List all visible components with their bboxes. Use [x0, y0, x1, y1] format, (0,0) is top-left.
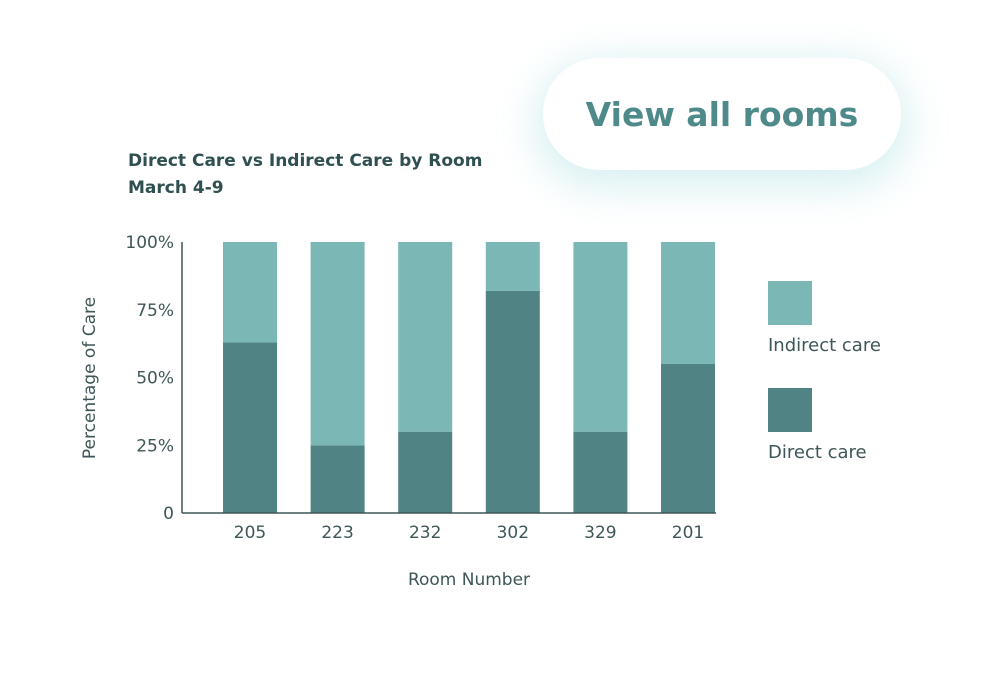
axes-group [181, 242, 716, 514]
bar-direct-223 [310, 445, 365, 513]
y-tick-labels: 0 25% 50% 75% 100% [125, 233, 174, 524]
chart-subtitle: March 4-9 [128, 178, 224, 198]
x-tick-label: 205 [234, 523, 266, 543]
bar-direct-205 [223, 342, 277, 513]
x-tick-label: 329 [584, 523, 616, 543]
view-all-rooms-button[interactable]: View all rooms [543, 58, 901, 170]
bar-indirect-302 [485, 242, 540, 291]
bar-direct-232 [398, 431, 453, 513]
bar-indirect-201 [661, 242, 715, 364]
x-tick-label: 302 [497, 523, 529, 543]
x-tick-labels: 205 223 232 302 329 201 [234, 523, 704, 543]
bar-indirect-205 [223, 242, 277, 343]
bar-indirect-223 [310, 242, 365, 446]
bars-group [223, 242, 715, 513]
y-tick-label: 50% [136, 369, 174, 389]
x-tick-label: 201 [672, 523, 704, 543]
legend-swatch-direct [768, 388, 812, 432]
x-axis-title: Room Number [408, 570, 530, 590]
legend-label-direct: Direct care [768, 442, 867, 463]
y-tick-label: 75% [136, 301, 174, 321]
y-tick-label: 100% [125, 233, 174, 253]
bar-direct-302 [485, 290, 540, 513]
y-tick-label: 0 [163, 504, 174, 524]
legend-swatch-indirect [768, 281, 812, 325]
chart-title: Direct Care vs Indirect Care by Room [128, 151, 483, 171]
x-tick-label: 232 [409, 523, 441, 543]
bar-direct-201 [661, 363, 715, 513]
bar-direct-329 [573, 431, 628, 513]
bar-indirect-232 [398, 242, 453, 432]
x-tick-label: 223 [321, 523, 353, 543]
legend: Indirect care Direct care [768, 281, 881, 463]
y-tick-label: 25% [136, 436, 174, 456]
bar-indirect-329 [573, 242, 628, 432]
legend-label-indirect: Indirect care [768, 335, 881, 356]
chart-title-block: Direct Care vs Indirect Care by Room Mar… [128, 148, 482, 202]
y-axis-title: Percentage of Care [80, 297, 100, 459]
